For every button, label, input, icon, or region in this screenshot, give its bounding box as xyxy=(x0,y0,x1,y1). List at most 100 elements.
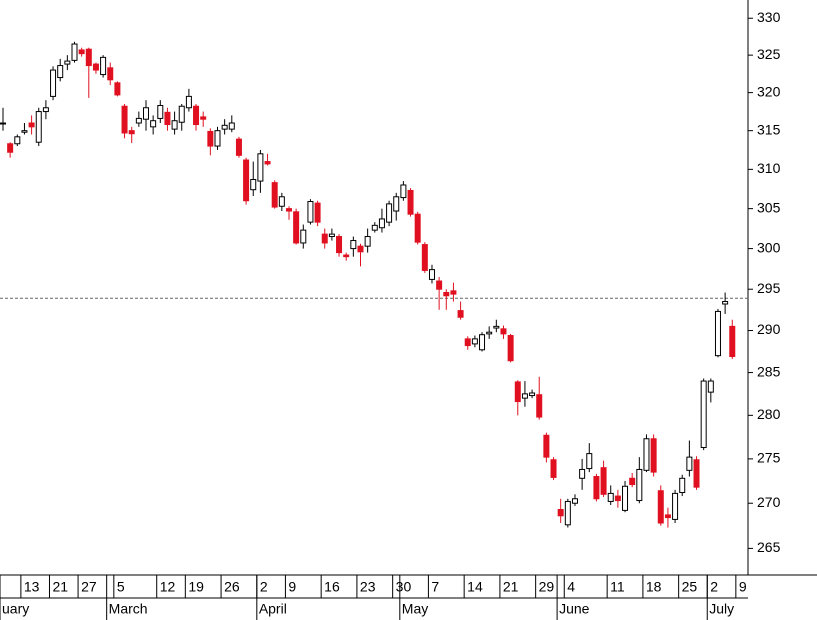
candle-body xyxy=(693,459,700,488)
candle-body xyxy=(257,153,264,182)
candle-body xyxy=(457,310,464,318)
y-tick-label: 300 xyxy=(757,239,781,255)
y-tick-label: 285 xyxy=(757,363,781,379)
x-tick-label: 25 xyxy=(682,579,698,595)
candle-body xyxy=(21,130,28,133)
candle-body xyxy=(114,82,121,96)
x-tick-label: 13 xyxy=(24,579,40,595)
candle-body xyxy=(228,122,235,130)
candle-body xyxy=(643,438,650,471)
x-tick-label: 5 xyxy=(117,579,125,595)
x-tick-label: 27 xyxy=(81,579,97,595)
candle-body xyxy=(300,229,307,244)
x-tick-label: 30 xyxy=(396,579,412,595)
x-tick-label: 2 xyxy=(710,579,718,595)
candle-body xyxy=(443,291,450,297)
candle-body xyxy=(78,49,85,55)
candle-body xyxy=(328,233,335,238)
candle-body xyxy=(629,477,636,486)
candle-body xyxy=(35,111,42,143)
month-label: uary xyxy=(2,601,29,617)
candle-body xyxy=(507,335,514,362)
candle-body xyxy=(586,453,593,470)
candle-body xyxy=(357,245,364,253)
candle-body xyxy=(579,468,586,479)
month-label: July xyxy=(709,601,734,617)
y-tick-label: 275 xyxy=(757,450,781,466)
candle-body xyxy=(142,107,149,120)
candle-body xyxy=(214,130,221,147)
x-tick-label: 19 xyxy=(188,579,204,595)
candle-body xyxy=(386,203,393,223)
candle-body xyxy=(0,122,7,125)
x-tick-label: 26 xyxy=(224,579,240,595)
candle-body xyxy=(128,130,135,135)
candle-body xyxy=(600,467,607,495)
candle-body xyxy=(607,492,614,502)
x-tick-label: 18 xyxy=(646,579,662,595)
candle-body xyxy=(514,381,521,403)
candle-body xyxy=(500,328,507,335)
x-tick-label: 14 xyxy=(467,579,483,595)
candle-body xyxy=(157,104,164,119)
y-tick-label: 320 xyxy=(757,83,781,99)
candle-body xyxy=(64,60,71,65)
candle-body xyxy=(714,310,721,357)
y-tick-label: 280 xyxy=(757,406,781,422)
y-tick-label: 315 xyxy=(757,121,781,137)
x-tick-label: 21 xyxy=(503,579,519,595)
candle-body xyxy=(414,213,421,243)
candle-body xyxy=(271,182,278,208)
candle-body xyxy=(185,95,192,109)
candle-body xyxy=(493,325,500,329)
y-tick-label: 265 xyxy=(757,539,781,555)
y-tick-label: 295 xyxy=(757,280,781,296)
candle-body xyxy=(50,69,57,97)
candle-body xyxy=(293,211,300,244)
candle-body xyxy=(193,105,200,126)
candle-body xyxy=(164,111,171,126)
candle-body xyxy=(314,202,321,223)
candle-body xyxy=(636,468,643,502)
candle-body xyxy=(250,178,257,191)
x-tick-label: 4 xyxy=(567,579,575,595)
candle-body xyxy=(92,63,99,71)
y-tick-label: 330 xyxy=(757,9,781,25)
candle-body xyxy=(479,334,486,351)
month-label: March xyxy=(109,601,148,617)
candle-body xyxy=(672,492,679,520)
candle-body xyxy=(679,477,686,494)
y-tick-label: 325 xyxy=(757,46,781,62)
candle-body xyxy=(400,184,407,199)
candle-body xyxy=(336,236,343,254)
month-label: April xyxy=(259,601,287,617)
y-tick-label: 310 xyxy=(757,160,781,176)
candle-body xyxy=(307,201,314,223)
candle-body xyxy=(371,224,378,231)
candle-body xyxy=(464,338,471,347)
x-tick-label: 21 xyxy=(52,579,68,595)
x-tick-label: 9 xyxy=(739,579,747,595)
candle-body xyxy=(471,338,478,345)
candle-body xyxy=(614,495,621,502)
candle-body xyxy=(207,130,214,147)
candle-body xyxy=(550,459,557,478)
candle-body xyxy=(28,122,35,128)
y-tick-label: 290 xyxy=(757,321,781,337)
candle-body xyxy=(42,107,49,113)
candle-body xyxy=(121,105,128,134)
candle-body xyxy=(436,280,443,290)
candle-body xyxy=(593,476,600,500)
x-tick-label: 12 xyxy=(160,579,176,595)
candle-body xyxy=(264,161,271,165)
candle-body xyxy=(135,117,142,124)
candle-body xyxy=(486,331,493,335)
x-tick-label: 11 xyxy=(610,579,625,595)
candle-body xyxy=(521,393,528,399)
x-tick-label: 9 xyxy=(288,579,296,595)
month-label: June xyxy=(559,601,590,617)
candle-body xyxy=(421,244,428,271)
candle-body xyxy=(707,380,714,393)
candle-body xyxy=(543,434,550,458)
